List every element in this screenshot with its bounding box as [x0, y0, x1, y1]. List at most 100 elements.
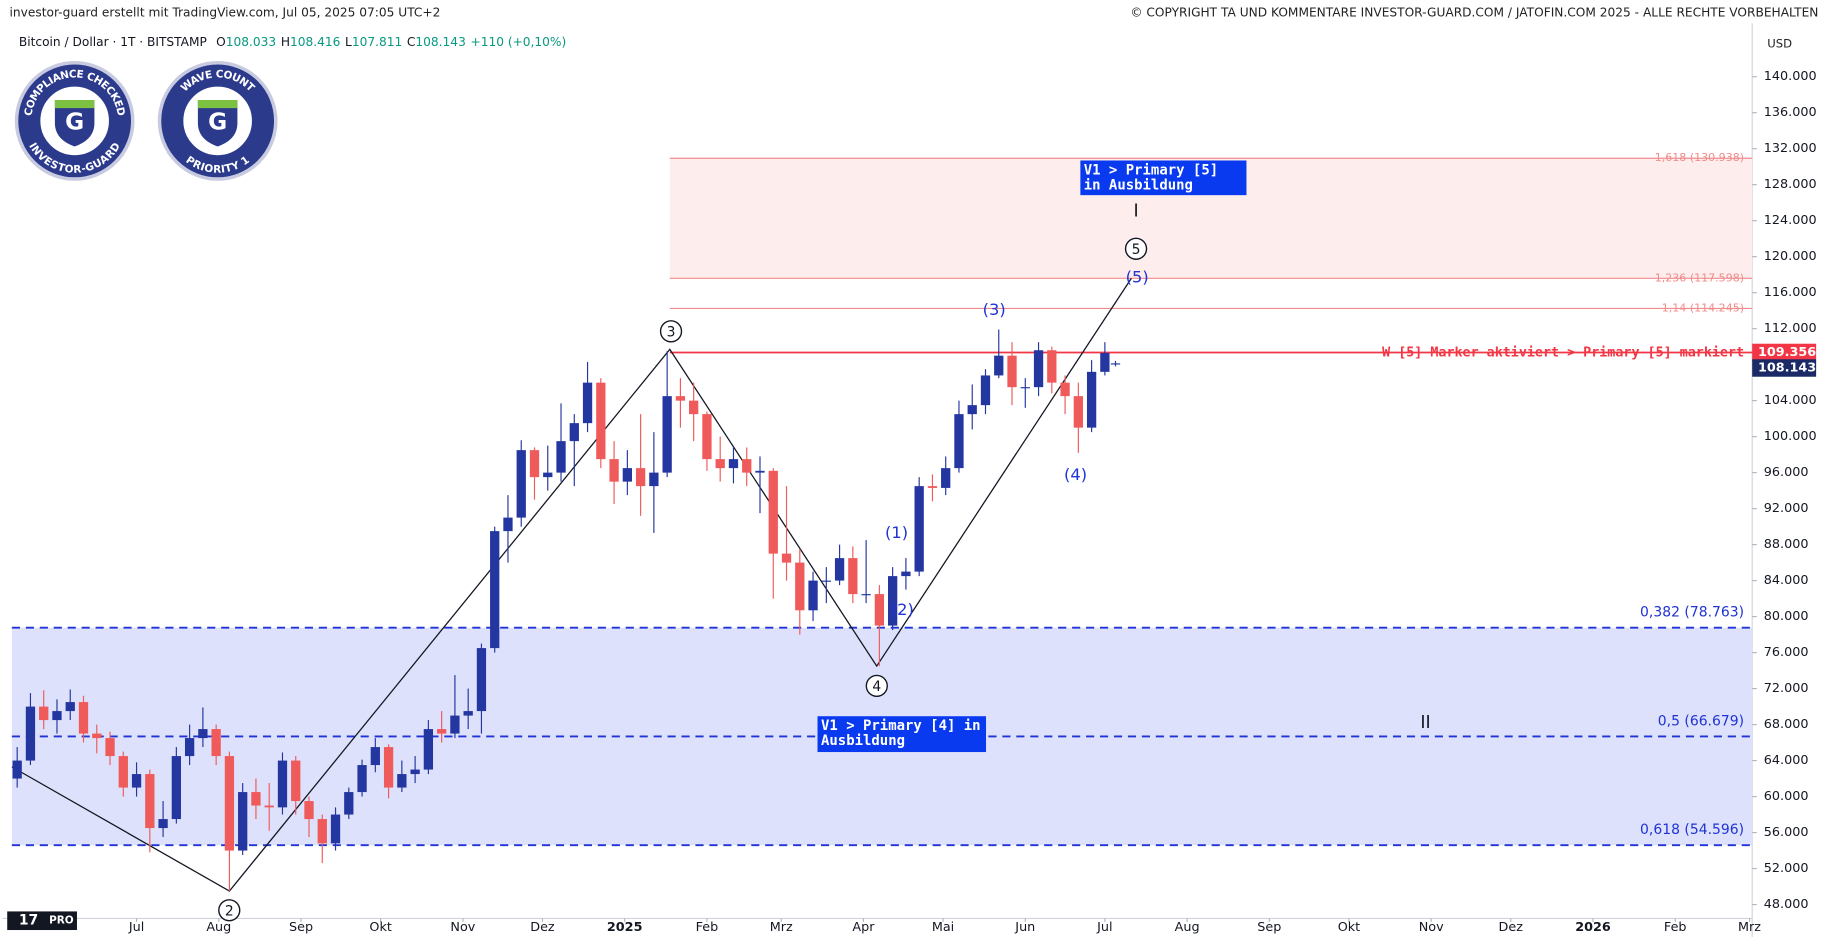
circled-label: 5	[1132, 242, 1141, 258]
candle-body	[649, 472, 659, 487]
candle-body	[1110, 363, 1121, 365]
change: +110 (+0,10%)	[470, 34, 566, 48]
ohlc-value: 108.143	[415, 34, 465, 48]
candle-body	[1073, 396, 1083, 428]
wave-path	[11, 277, 1132, 892]
candle-body	[994, 355, 1004, 376]
badge-shield-top	[54, 99, 95, 109]
candle-body	[622, 468, 632, 482]
candle-body	[145, 774, 155, 829]
degree-label: II	[1420, 713, 1430, 733]
currency: USD	[1767, 37, 1792, 51]
candle-body	[370, 747, 380, 766]
candle-body	[516, 450, 526, 518]
y-tick-label: 116.000	[1764, 285, 1817, 300]
candle-body	[596, 382, 606, 460]
ohlc-key: L	[345, 34, 352, 48]
callout-text: V1 > Primary [5] in Ausbildung	[1080, 160, 1247, 196]
callout: V1 > Primary [5] in Ausbildung	[1080, 160, 1247, 196]
y-tick-label: 68.000	[1764, 717, 1809, 732]
candle-body	[291, 760, 301, 802]
wave-circle	[865, 674, 888, 698]
y-tick-label: 56.000	[1764, 825, 1809, 840]
candle-body	[848, 558, 858, 595]
y-tick-label: 52.000	[1764, 861, 1809, 876]
fib-label: 1,236 (117.598)	[1655, 271, 1744, 284]
x-tick-label: Feb	[1664, 920, 1687, 935]
y-tick-label: 72.000	[1764, 681, 1809, 696]
x-tick-label: Dez	[530, 920, 555, 935]
wave-label: (1)	[885, 523, 908, 542]
candle-body	[184, 738, 195, 757]
wave-label: (5)	[1126, 267, 1149, 286]
candle-body	[1060, 382, 1070, 397]
candle-body	[224, 756, 235, 851]
header-left: investor-guard erstellt mit TradingView.…	[10, 5, 441, 19]
candle-body	[1086, 371, 1097, 428]
last-price-tag	[1752, 359, 1817, 377]
logo-tv: 17	[19, 913, 38, 929]
candle-body	[689, 400, 699, 415]
candle-body	[675, 396, 686, 401]
candle-body	[795, 562, 805, 611]
candle-body	[423, 729, 434, 770]
candle-body	[330, 814, 341, 844]
candle-body	[715, 459, 725, 469]
y-tick-label: 104.000	[1764, 393, 1817, 408]
candle-body	[357, 765, 367, 793]
x-tick-label: Jul	[1096, 920, 1112, 935]
x-tick-label: Okt	[1338, 920, 1360, 935]
candle-body	[344, 792, 354, 815]
candle-body	[755, 470, 765, 473]
y-tick-label: 124.000	[1764, 213, 1817, 228]
y-tick-label: 112.000	[1764, 321, 1817, 336]
candle-body	[861, 594, 871, 596]
logo: 17 PRO	[7, 911, 77, 931]
fib-label: 1,618 (130.938)	[1655, 151, 1744, 164]
legend: Bitcoin / Dollar · 1T · BITSTAMP O108.033…	[19, 34, 566, 48]
x-tick-label: Mrz	[770, 920, 793, 935]
candle-body	[874, 594, 885, 626]
x-tick-label: Nov	[1419, 920, 1444, 935]
candle-body	[131, 774, 142, 788]
fib-label: 0,618 (54.596)	[1640, 822, 1744, 838]
candle-body	[39, 706, 49, 721]
candle-body	[118, 756, 128, 788]
candle-body	[78, 702, 89, 734]
y-tick-label: 48.000	[1764, 897, 1809, 912]
candle-body	[954, 414, 964, 469]
marker-tag-label: 109.356	[1758, 345, 1816, 360]
y-tick-label: 120.000	[1764, 249, 1817, 264]
candle-body	[503, 517, 513, 532]
x-tick-label: Feb	[696, 920, 719, 935]
candle-body	[569, 423, 579, 442]
badge-shield	[54, 99, 95, 147]
candle-body	[264, 805, 274, 808]
candle-body	[171, 756, 181, 820]
candle-body	[463, 711, 473, 716]
candle-body	[158, 819, 168, 829]
candle-body	[476, 648, 487, 712]
ohlc-key: O	[216, 34, 226, 48]
x-tick-label: Jul	[128, 920, 144, 935]
circled-label: 3	[667, 324, 676, 340]
candle-body	[12, 760, 22, 779]
candle-body	[901, 571, 911, 577]
y-tick-label: 100.000	[1764, 429, 1817, 444]
candle-body	[251, 792, 261, 806]
x-tick-label: 2026	[1575, 920, 1611, 935]
symbol: Bitcoin / Dollar · 1T · BITSTAMP	[19, 34, 207, 48]
x-tick-label: Jun	[1014, 920, 1035, 935]
logo-box	[7, 911, 77, 931]
badge-g: G	[208, 109, 227, 136]
x-tick-label: Dez	[1499, 920, 1524, 935]
callout: V1 > Primary [4] in Ausbildung	[817, 716, 987, 753]
candle-body	[808, 580, 818, 611]
wave-label: (2)	[891, 600, 914, 619]
y-tick-label: 88.000	[1764, 537, 1809, 552]
candle-body	[702, 414, 712, 460]
